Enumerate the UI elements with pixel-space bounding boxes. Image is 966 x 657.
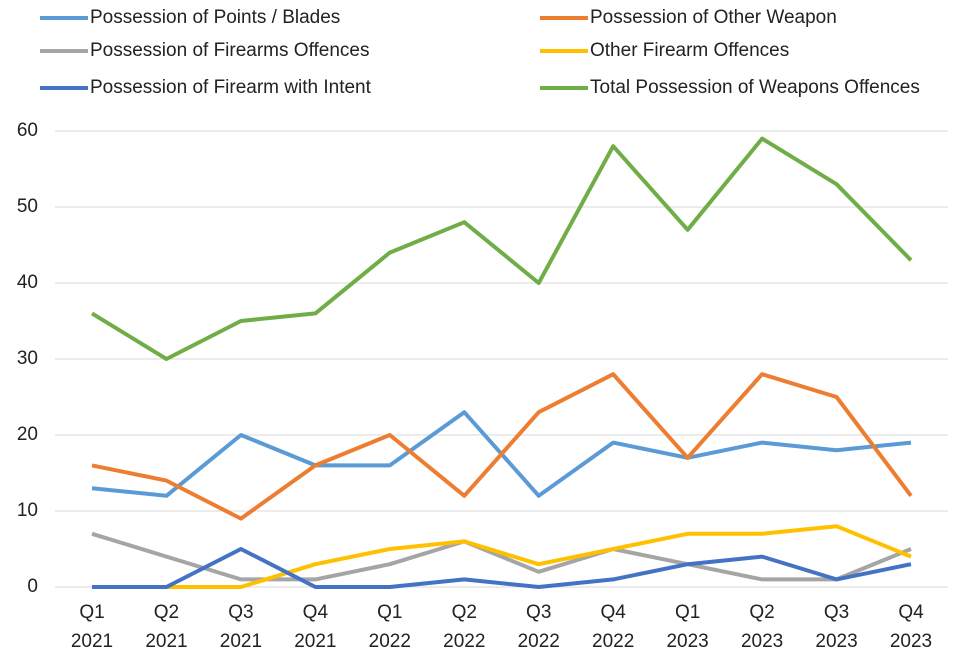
legend-label: Total Possession of Weapons Offences xyxy=(590,77,920,98)
series-line xyxy=(90,136,913,361)
x-tick-label: Q4 2022 xyxy=(592,602,634,652)
x-tick-label: Q2 2023 xyxy=(741,602,783,652)
y-tick-label: 30 xyxy=(17,348,38,369)
series-line xyxy=(92,547,912,589)
x-tick-label: Q2 2022 xyxy=(443,602,485,652)
x-tick-label: Q1 2023 xyxy=(666,602,708,652)
x-tick-label: Q1 2022 xyxy=(369,602,411,652)
x-tick-label: Q4 2023 xyxy=(890,602,932,652)
legend-label: Possession of Other Weapon xyxy=(590,7,837,28)
legend-label: Possession of Firearm with Intent xyxy=(90,77,372,98)
series-line xyxy=(91,531,912,582)
series-line xyxy=(166,524,912,589)
x-tick-label: Q1 2021 xyxy=(71,602,113,652)
x-tick-label: Q2 2021 xyxy=(145,602,187,652)
y-tick-label: 10 xyxy=(17,500,38,521)
y-tick-label: 40 xyxy=(17,272,38,293)
series-line xyxy=(91,372,913,521)
y-tick-label: 50 xyxy=(17,196,38,217)
legend-label: Possession of Points / Blades xyxy=(90,7,340,28)
x-tick-label: Q4 2021 xyxy=(294,602,336,652)
y-tick-label: 60 xyxy=(17,120,38,141)
x-tick-label: Q3 2021 xyxy=(220,602,262,652)
x-tick-label: Q3 2022 xyxy=(518,602,560,652)
x-tick-label: Q3 2023 xyxy=(815,602,857,652)
legend-label: Possession of Firearms Offences xyxy=(90,40,369,61)
y-tick-label: 0 xyxy=(27,576,38,597)
y-tick-label: 20 xyxy=(17,424,38,445)
legend-label: Other Firearm Offences xyxy=(590,40,789,61)
